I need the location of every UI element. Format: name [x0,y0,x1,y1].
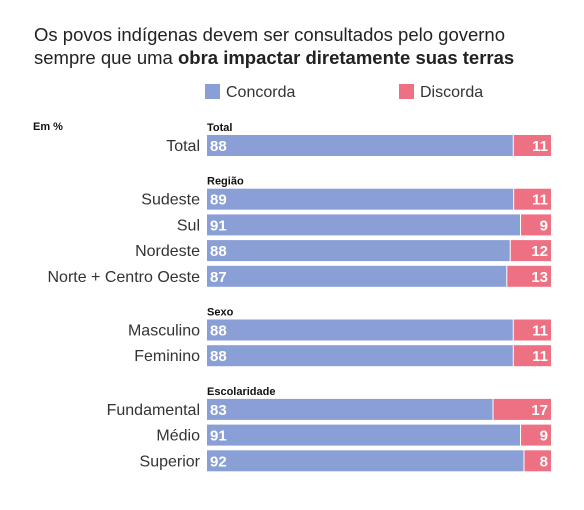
value-label-discorda: 11 [532,348,548,365]
value-label-discorda: 9 [540,217,548,234]
value-label-concorda: 88 [210,243,227,260]
chart-title-prefix: sempre que uma [34,47,178,68]
row-label: Superior [140,453,201,470]
bar-discorda [521,214,551,236]
legend-swatch-discorda [399,84,414,99]
value-label-concorda: 89 [210,192,227,209]
bar-concorda [207,424,521,446]
bar-discorda [524,450,551,472]
bar-concorda [207,188,514,210]
value-label-concorda: 91 [210,217,227,234]
bar-discorda [521,424,551,446]
value-label-discorda: 8 [540,453,548,470]
row-label: Nordeste [135,243,200,260]
bar-concorda [207,265,507,287]
legend-label-discorda: Discorda [420,84,483,101]
bar-discorda [510,240,551,262]
chart-title-line1: Os povos indígenas devem ser consultados… [34,24,505,45]
legend-label-concorda: Concorda [226,84,295,101]
row-label: Fundamental [107,402,200,419]
legend-swatch-concorda [205,84,220,99]
value-label-discorda: 17 [531,402,548,419]
value-label-discorda: 11 [532,192,548,209]
row-label: Total [166,138,200,155]
group-label: Escolaridade [207,386,275,398]
row-label: Feminino [134,348,200,365]
row-label: Médio [156,428,200,445]
group-label: Sexo [207,307,234,319]
chart-title-line2: sempre que uma obra impactar diretamente… [34,47,514,68]
group-label: Região [207,176,244,188]
value-label-discorda: 11 [532,323,548,340]
row-label: Masculino [128,323,200,340]
bar-concorda [207,398,493,420]
value-label-concorda: 88 [210,323,227,340]
value-label-discorda: 12 [531,243,548,260]
bar-concorda [207,450,524,472]
value-label-concorda: 91 [210,428,227,445]
chart-title-emphasis: obra impactar diretamente suas terras [178,47,514,68]
value-label-concorda: 87 [210,269,227,286]
unit-label: Em % [33,121,63,133]
value-label-discorda: 13 [531,269,548,286]
group-label: Total [207,122,232,134]
bar-discorda [513,319,551,341]
bar-concorda [207,240,510,262]
bar-concorda [207,135,513,156]
value-label-concorda: 88 [210,138,227,155]
bar-concorda [207,214,521,236]
value-label-concorda: 92 [210,453,227,470]
bar-discorda [514,188,551,210]
row-label: Norte + Centro Oeste [47,269,200,286]
bar-discorda [513,135,551,156]
value-label-discorda: 9 [540,428,548,445]
bar-discorda [513,345,551,367]
value-label-concorda: 83 [210,402,227,419]
bar-concorda [207,319,513,341]
bar-discorda [507,265,551,287]
value-label-concorda: 88 [210,348,227,365]
bar-concorda [207,345,513,367]
row-label: Sul [177,217,200,234]
bar-discorda [493,398,551,420]
row-label: Sudeste [141,192,200,209]
value-label-discorda: 11 [532,138,548,155]
legend: Concorda Discorda [205,84,483,101]
